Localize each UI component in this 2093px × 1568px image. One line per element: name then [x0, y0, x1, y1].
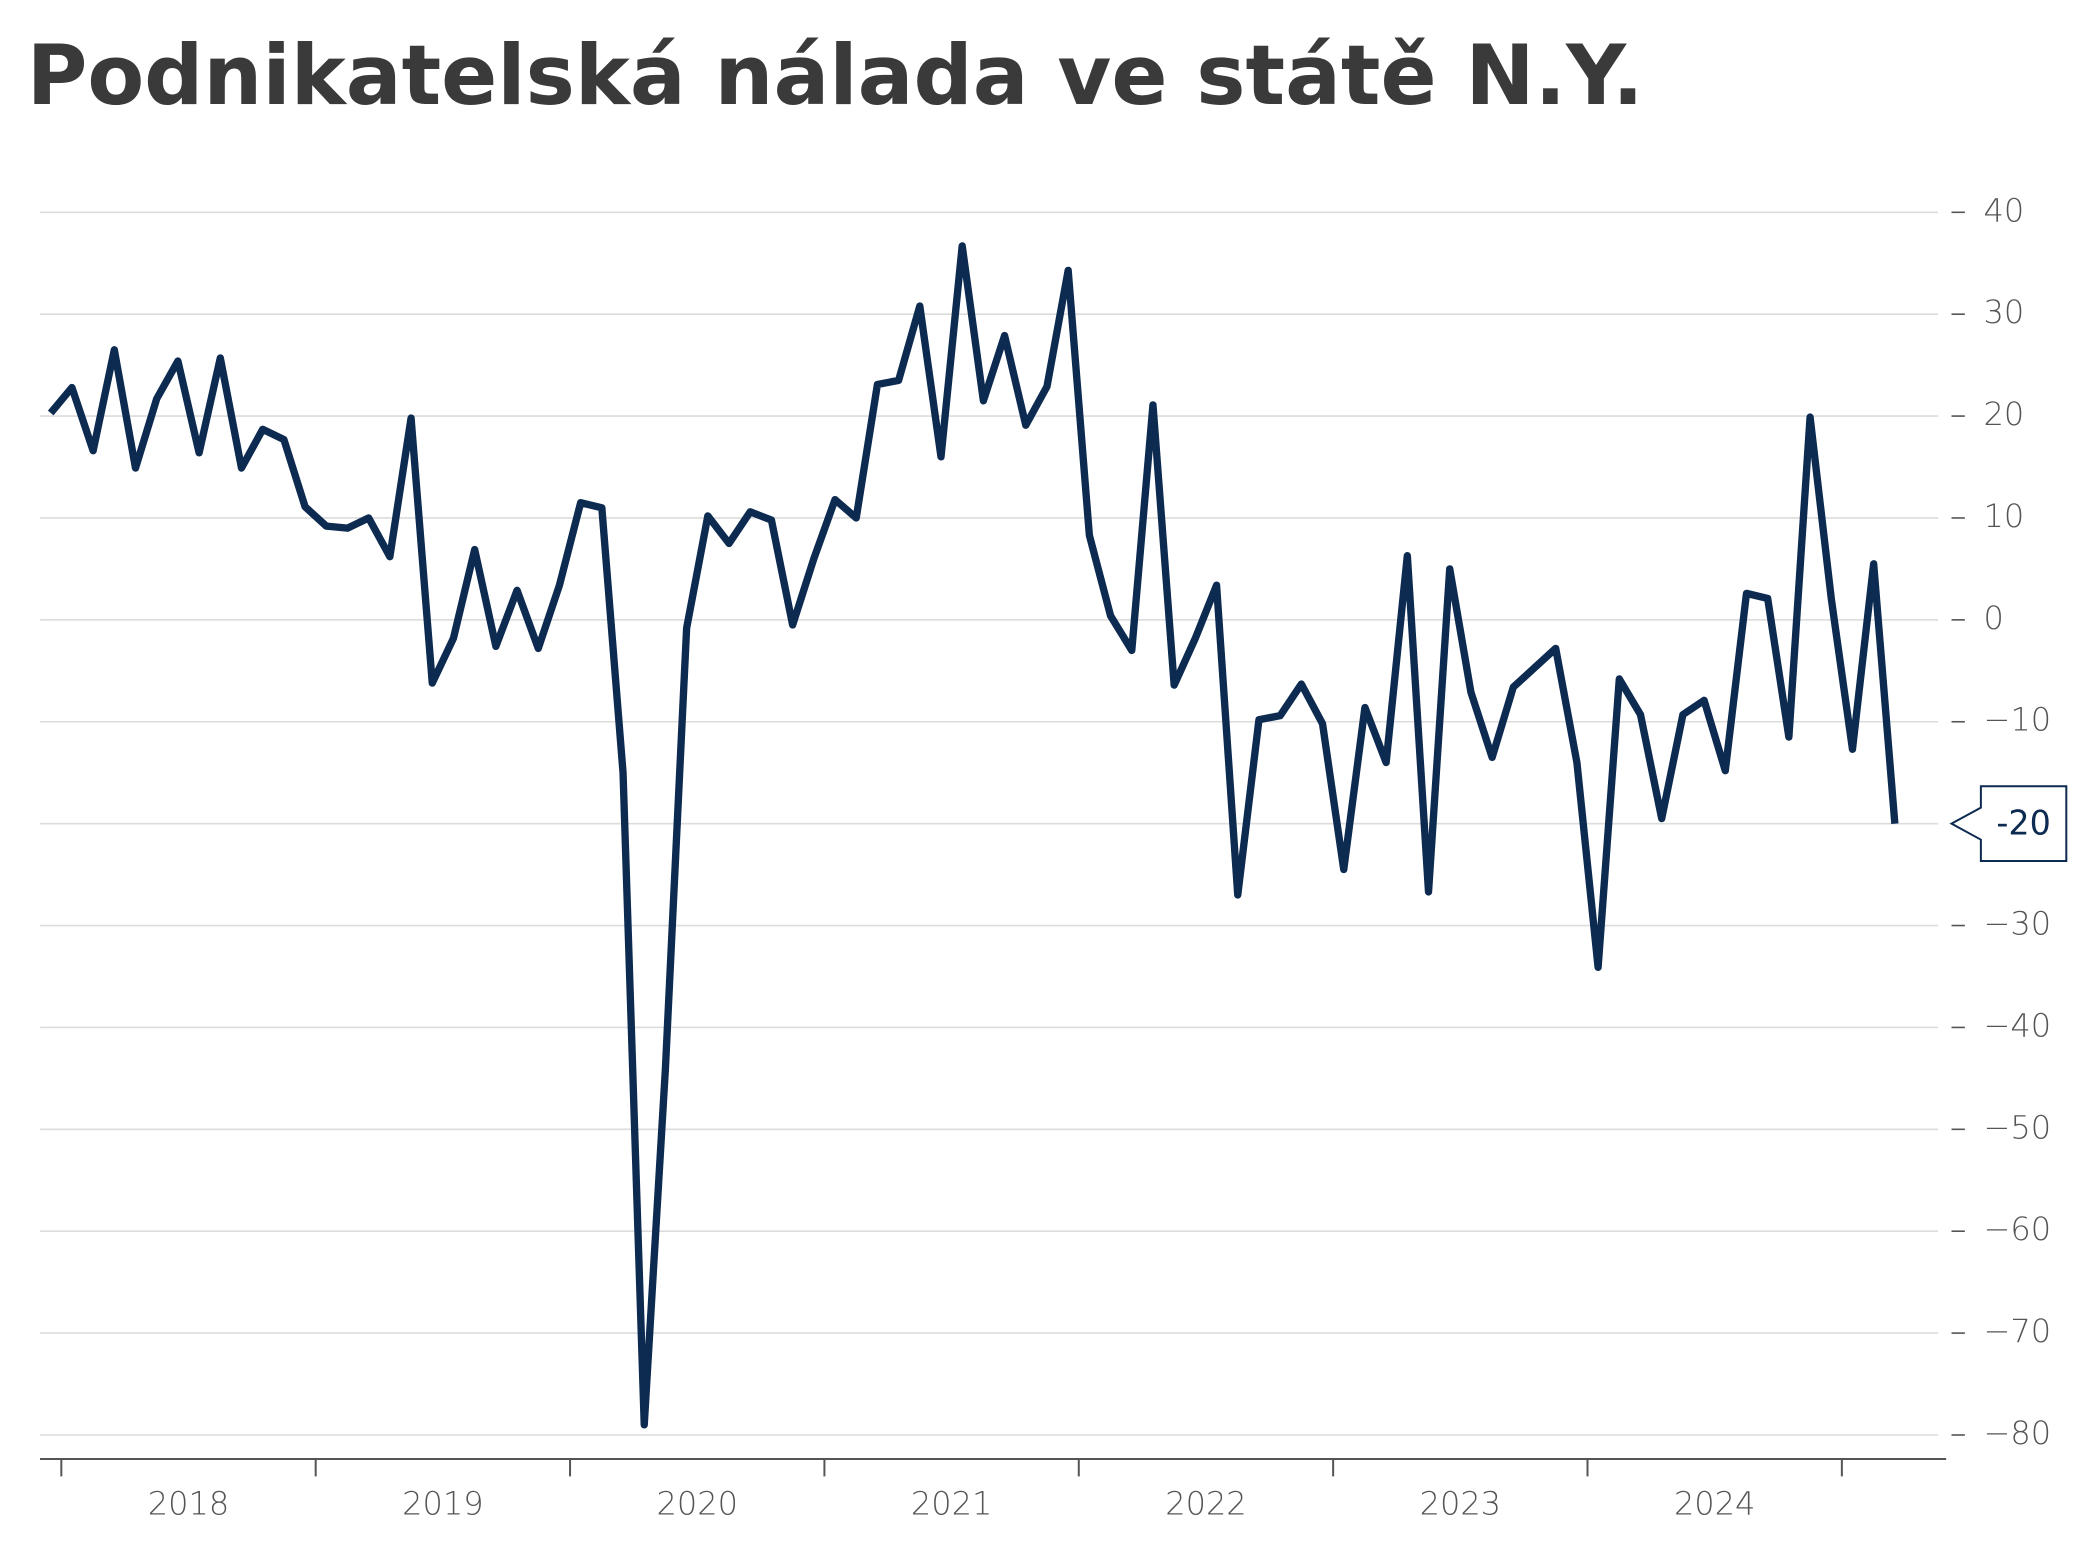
x-tick-label: 2018 [148, 1485, 229, 1523]
x-tick-label: 2023 [1420, 1485, 1501, 1523]
value-callout [1949, 785, 2068, 863]
x-tick-label: 2021 [911, 1485, 992, 1523]
x-tick-label: 2019 [402, 1485, 483, 1523]
x-tick-label: 2024 [1674, 1485, 1755, 1523]
x-tick-label: 2022 [1165, 1485, 1246, 1523]
y-tick-label: −30 [1984, 905, 2052, 943]
chart-title: Podnikatelská nálada ve státě N.Y. [27, 27, 1644, 124]
y-tick-label: 20 [1984, 395, 2025, 433]
value-label: -20 [1996, 803, 2051, 842]
x-tick-label: 2020 [656, 1485, 737, 1523]
y-tick-label: 40 [1984, 191, 2025, 229]
y-tick-label: 10 [1984, 497, 2025, 535]
y-tick-label: 30 [1984, 293, 2025, 331]
line-series [47, 242, 1899, 1429]
y-tick-label: −40 [1984, 1006, 2052, 1044]
y-tick-label: −80 [1984, 1414, 2052, 1452]
y-tick-label: 0 [1984, 599, 2004, 637]
y-tick-label: −60 [1984, 1210, 2052, 1248]
y-tick-label: −70 [1984, 1312, 2052, 1350]
y-tick-label: −50 [1984, 1108, 2052, 1146]
y-tick-label: −10 [1984, 701, 2052, 739]
